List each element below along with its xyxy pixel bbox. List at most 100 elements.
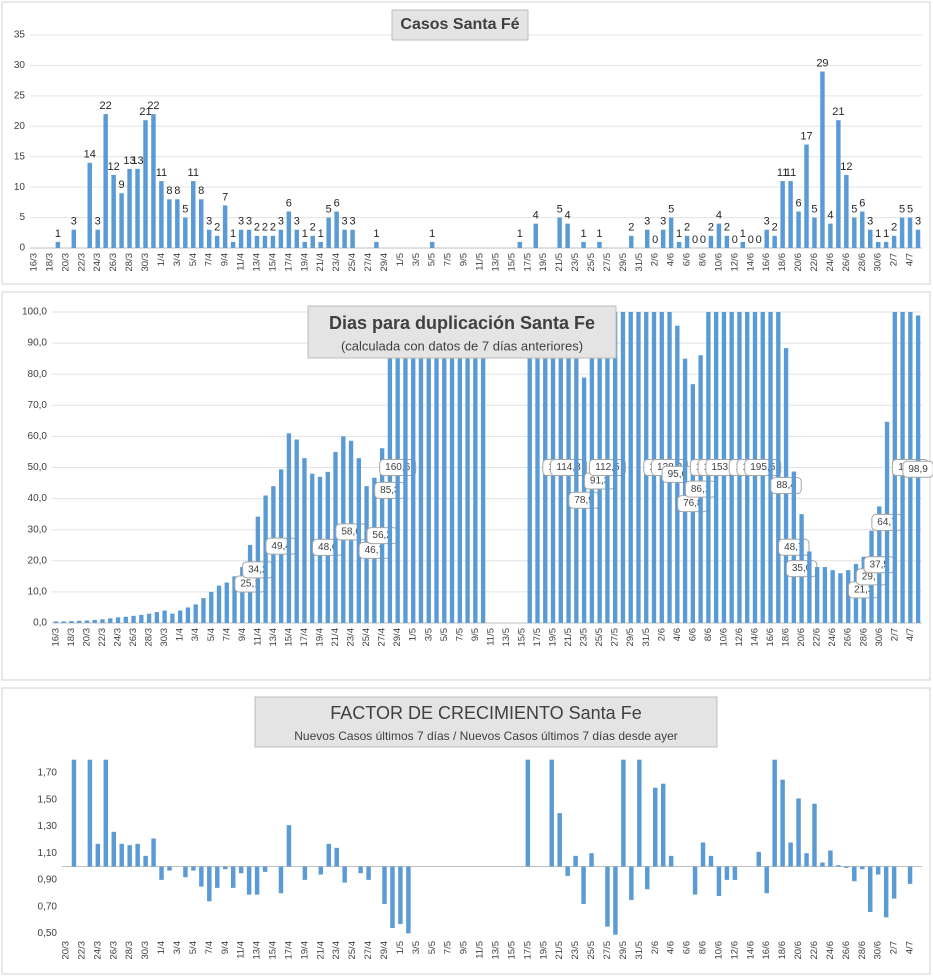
value-label: 29,7 bbox=[862, 571, 882, 582]
bar bbox=[449, 312, 455, 623]
x-tick-label: 19/5 bbox=[538, 941, 549, 960]
value-label: 3 bbox=[95, 216, 101, 228]
x-tick-label: 15/5 bbox=[516, 628, 527, 647]
y-tick-label: 20,0 bbox=[28, 555, 48, 566]
bar bbox=[278, 866, 284, 894]
value-label: 1 bbox=[517, 228, 523, 240]
bar bbox=[830, 570, 835, 623]
x-tick-label: 11/4 bbox=[236, 941, 247, 959]
x-tick-label: 27/4 bbox=[363, 253, 374, 272]
x-tick-label: 21/4 bbox=[315, 941, 326, 960]
x-tick-label: 30/6 bbox=[873, 253, 884, 272]
value-label: 9 bbox=[119, 179, 125, 191]
bar bbox=[780, 181, 785, 248]
x-tick-label: 6/6 bbox=[682, 941, 693, 954]
x-tick-label: 20/6 bbox=[793, 253, 804, 272]
value-label: 5 bbox=[899, 203, 905, 215]
bar bbox=[270, 235, 276, 248]
bar bbox=[326, 217, 331, 248]
x-tick-label: 18/3 bbox=[66, 628, 77, 647]
bar bbox=[207, 866, 212, 902]
bar bbox=[206, 229, 212, 248]
value-label: 22 bbox=[147, 100, 159, 112]
bar bbox=[907, 866, 913, 884]
value-label: 0 bbox=[700, 234, 706, 246]
value-label: 3 bbox=[764, 216, 770, 228]
bar bbox=[676, 241, 682, 248]
x-tick-label: 29/5 bbox=[625, 628, 636, 647]
x-tick-label: 25/5 bbox=[586, 253, 597, 272]
bar bbox=[732, 866, 738, 880]
x-tick-label: 15/5 bbox=[506, 941, 517, 960]
x-tick-label: 31/5 bbox=[641, 628, 652, 647]
x-tick-label: 8/6 bbox=[697, 253, 708, 266]
value-label: 49,4 bbox=[271, 541, 291, 552]
x-tick-label: 11/4 bbox=[236, 253, 247, 271]
bar bbox=[411, 312, 416, 623]
bar bbox=[374, 241, 379, 248]
bar bbox=[84, 620, 90, 623]
value-label: 2 bbox=[310, 222, 316, 234]
bar bbox=[254, 866, 260, 895]
x-tick-label: 27/4 bbox=[363, 941, 374, 960]
x-tick-label: 21/5 bbox=[554, 941, 565, 960]
bar bbox=[278, 229, 284, 248]
value-label: 12 bbox=[840, 161, 852, 173]
x-tick-label: 23/5 bbox=[570, 253, 581, 272]
bar bbox=[883, 866, 889, 918]
bar bbox=[183, 866, 188, 878]
bar bbox=[581, 241, 586, 248]
value-label: 78,9 bbox=[574, 495, 594, 506]
value-label: 2 bbox=[684, 222, 690, 234]
x-tick-label: 28/6 bbox=[857, 253, 868, 272]
x-tick-label: 20/3 bbox=[81, 628, 92, 647]
bar bbox=[820, 862, 825, 867]
bar bbox=[100, 619, 105, 623]
bar bbox=[660, 229, 666, 248]
x-tick-label: 30/3 bbox=[140, 941, 151, 960]
bar bbox=[406, 866, 411, 934]
bar bbox=[899, 217, 905, 248]
value-label: 1 bbox=[230, 228, 236, 240]
bar bbox=[146, 613, 152, 623]
bar bbox=[390, 866, 395, 928]
value-label: 5 bbox=[668, 203, 674, 215]
value-label: 2 bbox=[891, 222, 897, 234]
x-tick-label: 29/5 bbox=[618, 253, 629, 272]
bar bbox=[326, 843, 331, 867]
bar bbox=[167, 866, 172, 871]
bar bbox=[95, 843, 101, 867]
x-tick-label: 10/6 bbox=[713, 253, 724, 272]
value-label: 1 bbox=[429, 228, 435, 240]
bar bbox=[77, 620, 82, 623]
bar bbox=[87, 162, 92, 248]
bar bbox=[692, 866, 698, 895]
y-tick-label: 30,0 bbox=[28, 524, 48, 535]
x-tick-label: 22/6 bbox=[809, 941, 820, 960]
bar bbox=[860, 866, 865, 870]
x-tick-label: 25/4 bbox=[347, 253, 358, 272]
y-tick-label: 70,0 bbox=[28, 400, 48, 411]
x-tick-label: 13/4 bbox=[252, 941, 263, 960]
bar bbox=[286, 433, 292, 623]
x-tick-label: 16/6 bbox=[761, 941, 772, 960]
chart-subtitle: Nuevos Casos últimos 7 días / Nuevos Cas… bbox=[294, 729, 678, 743]
bar bbox=[262, 235, 268, 248]
bar bbox=[860, 211, 865, 248]
x-tick-label: 4/6 bbox=[672, 628, 683, 641]
x-tick-label: 1/4 bbox=[156, 253, 167, 266]
x-tick-label: 29/4 bbox=[392, 628, 403, 647]
x-tick-label: 9/5 bbox=[459, 941, 470, 954]
x-tick-label: 14/6 bbox=[745, 253, 756, 272]
x-tick-label: 8/6 bbox=[703, 628, 714, 641]
x-tick-label: 7/4 bbox=[221, 628, 232, 641]
bar bbox=[135, 168, 140, 248]
bar bbox=[154, 612, 160, 623]
x-tick-label: 25/4 bbox=[361, 628, 372, 647]
x-tick-label: 19/5 bbox=[538, 253, 549, 272]
value-label: 48,6 bbox=[318, 542, 338, 553]
x-tick-label: 5/4 bbox=[188, 253, 199, 266]
bar bbox=[223, 866, 228, 870]
value-label: 5 bbox=[811, 203, 817, 215]
bar bbox=[653, 787, 658, 867]
